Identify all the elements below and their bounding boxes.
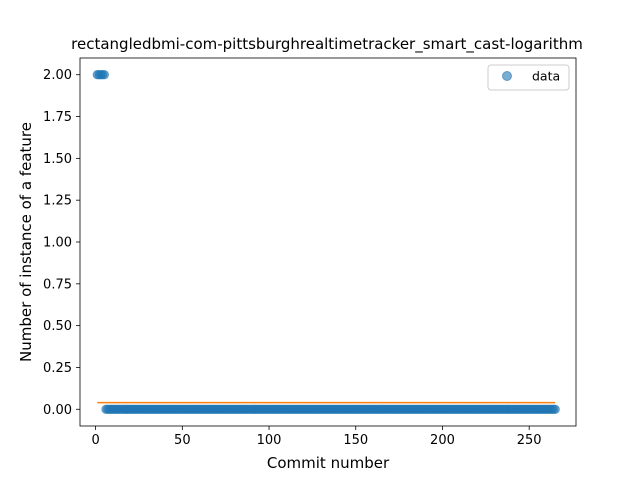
legend-label-data: data (532, 69, 560, 84)
data-point (550, 404, 560, 414)
x-tick-label: 50 (174, 433, 191, 448)
axes-frame (79, 57, 577, 427)
y-tick-label: 1.00 (43, 236, 72, 251)
x-tick-label: 200 (430, 433, 455, 448)
y-axis-label: Number of instance of a feature (17, 122, 35, 362)
y-tick-label: 0.25 (43, 361, 72, 376)
y-tick-label: 0.50 (43, 319, 72, 334)
legend-marker-data (502, 71, 512, 81)
y-tick-label: 1.75 (43, 110, 72, 125)
plot-area: 0 50 100 150 200 250 0.00 0.25 0.50 0.75 1.00 1.25 1… (43, 57, 577, 448)
data-point (99, 70, 109, 80)
legend: data (487, 64, 570, 91)
y-tick-label: 1.50 (43, 152, 72, 167)
x-tick-label: 150 (343, 433, 368, 448)
y-tick-label: 1.25 (43, 194, 72, 209)
y-tick-label: 2.00 (43, 68, 72, 83)
x-axis-label: Commit number (267, 454, 390, 472)
chart-title: rectangledbmi-com-pittsburghrealtimetrac… (71, 35, 583, 54)
y-tick-label: 0.75 (43, 277, 72, 292)
y-tick-label: 0.00 (43, 403, 72, 418)
x-tick-label: 250 (517, 433, 542, 448)
x-tick-label: 100 (257, 433, 282, 448)
x-tick-label: 0 (91, 433, 99, 448)
